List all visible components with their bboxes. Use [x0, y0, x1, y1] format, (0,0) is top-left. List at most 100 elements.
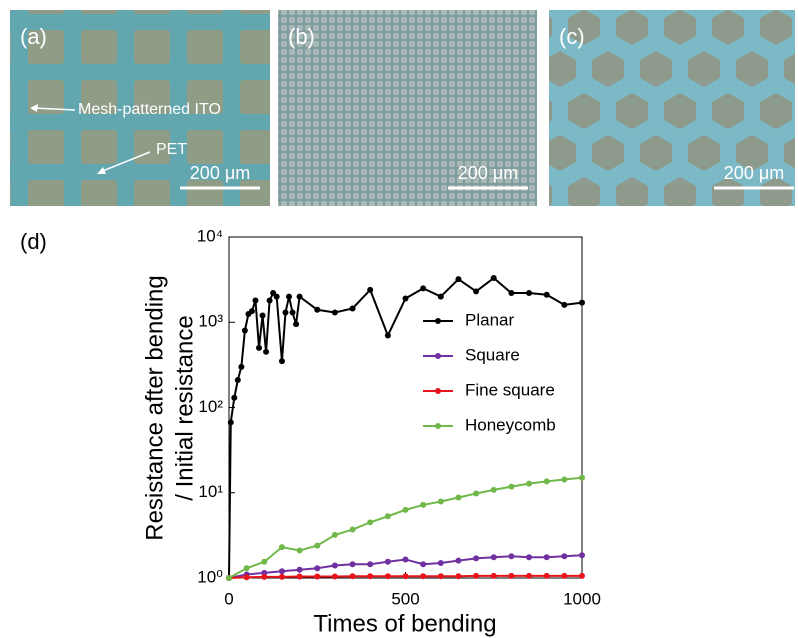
micrograph-a — [10, 10, 270, 206]
data-point — [437, 498, 444, 505]
data-point — [226, 575, 232, 581]
data-point — [273, 293, 280, 300]
data-point — [402, 556, 409, 563]
data-point — [543, 291, 550, 298]
arrow-head — [30, 104, 38, 112]
y-axis-title: Resistance after bending — [141, 275, 168, 541]
data-point — [248, 308, 255, 315]
data-point — [243, 565, 250, 572]
data-point — [261, 573, 268, 580]
data-point — [367, 573, 374, 580]
data-point — [278, 358, 285, 365]
data-point — [561, 301, 568, 308]
data-point — [259, 312, 266, 319]
series-line — [228, 476, 583, 579]
data-point — [579, 552, 585, 559]
data-point — [455, 573, 462, 580]
data-point — [543, 554, 550, 561]
data-point — [266, 297, 273, 304]
data-point — [455, 557, 462, 564]
data-point — [238, 363, 245, 370]
data-point — [526, 554, 533, 561]
arrow — [32, 107, 76, 111]
micrograph-c — [549, 10, 795, 206]
y-axis-title: / Initial resistance — [171, 315, 198, 500]
y-tick-label: 10⁰ — [197, 567, 223, 586]
data-point — [490, 275, 497, 282]
data-point — [420, 573, 427, 580]
plot-frame — [228, 236, 583, 579]
data-point — [261, 558, 268, 565]
data-point — [252, 297, 259, 304]
data-point — [473, 288, 480, 295]
data-point — [296, 573, 303, 580]
data-point — [437, 293, 444, 300]
micrograph-b — [278, 10, 537, 206]
data-point — [526, 572, 533, 579]
data-point — [227, 419, 234, 426]
data-point — [314, 565, 321, 572]
legend-marker — [435, 353, 441, 359]
data-point — [296, 547, 303, 554]
scale-bar-label: 200 μm — [190, 163, 250, 183]
data-point — [384, 573, 391, 580]
data-point — [314, 573, 321, 580]
data-point — [314, 306, 321, 313]
data-point — [561, 572, 568, 579]
arrow-head — [97, 167, 106, 174]
data-point — [331, 531, 338, 538]
data-point — [278, 568, 285, 575]
data-point — [289, 309, 296, 316]
data-point — [241, 327, 248, 334]
data-point — [508, 290, 515, 297]
data-point — [508, 572, 515, 579]
data-point — [331, 309, 338, 316]
data-point — [420, 501, 427, 508]
data-point — [579, 572, 585, 579]
data-point — [420, 285, 427, 292]
data-point — [286, 293, 293, 300]
annotation: PET — [156, 141, 187, 158]
data-point — [561, 553, 568, 560]
data-point — [331, 573, 338, 580]
data-point — [349, 526, 356, 533]
data-point — [263, 348, 270, 355]
data-point — [296, 293, 303, 300]
panel-label: (c) — [559, 24, 585, 49]
data-point — [490, 554, 497, 561]
y-tick-label: 10³ — [198, 312, 223, 331]
legend-label: Square — [465, 345, 520, 364]
data-point — [282, 309, 289, 316]
data-point — [437, 573, 444, 580]
data-point — [473, 490, 480, 497]
data-point — [455, 276, 462, 283]
data-point — [367, 561, 374, 568]
y-tick-label: 10⁴ — [197, 226, 223, 245]
legend-marker — [435, 423, 441, 429]
data-point — [293, 321, 300, 328]
data-point — [490, 572, 497, 579]
legend-marker — [435, 388, 441, 394]
data-point — [473, 572, 480, 579]
legend-marker — [435, 318, 441, 324]
scale-bar-label: 200 μm — [724, 163, 784, 183]
legend-label: Honeycomb — [465, 415, 556, 434]
data-point — [367, 519, 374, 526]
data-point — [296, 566, 303, 573]
panel-label: (a) — [20, 24, 47, 49]
data-point — [543, 478, 550, 485]
data-point — [243, 574, 250, 581]
data-point — [234, 377, 241, 384]
data-point — [349, 305, 356, 312]
data-point — [278, 573, 285, 580]
data-point — [231, 394, 238, 401]
data-point — [561, 476, 568, 483]
data-point — [331, 562, 338, 569]
legend-label: Planar — [465, 310, 514, 329]
data-point — [314, 542, 321, 549]
data-point — [473, 555, 480, 562]
data-point — [437, 559, 444, 566]
x-tick-label: 1000 — [563, 589, 601, 608]
